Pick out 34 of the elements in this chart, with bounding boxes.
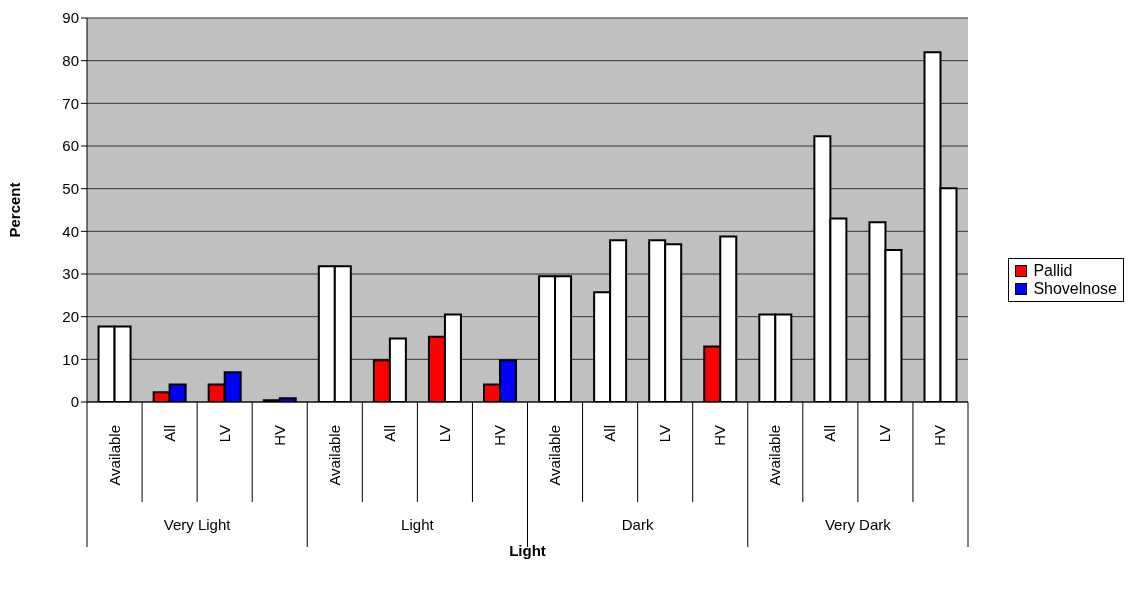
x-tick-label: HV (490, 425, 508, 446)
text: Dark (621, 516, 654, 533)
x-axis-title: Light (509, 542, 546, 559)
y-tick-label: 80 (62, 51, 79, 69)
y-tick-label: 30 (62, 265, 79, 283)
x-tick-label: All (821, 425, 839, 442)
y-tick-label: 10 (62, 350, 79, 368)
x-tick-label: HV (270, 425, 288, 446)
x-tick-label: HV (711, 425, 729, 446)
text: Light (401, 516, 435, 533)
y-tick-label: 40 (62, 222, 79, 240)
text: Very Dark (824, 516, 892, 533)
legend-label: Pallid (1033, 262, 1073, 280)
y-tick-label: 90 (62, 9, 79, 27)
x-tick-label: Available (766, 425, 784, 486)
x-tick-label: LV (215, 425, 233, 443)
y-axis-title: Percent (6, 182, 24, 238)
y-tick-label: 0 (70, 393, 79, 411)
text: Very Light (163, 516, 232, 533)
x-tick-label: Available (105, 425, 123, 486)
x-tick-label: LV (876, 425, 894, 443)
x-tick-label: LV (656, 425, 674, 443)
x-tick-label: All (380, 425, 398, 442)
x-tick-label: HV (931, 425, 949, 446)
y-tick-label: 60 (62, 137, 79, 155)
x-tick-label: All (160, 425, 178, 442)
x-tick-label: LV (435, 425, 453, 443)
y-tick-label: 20 (62, 307, 79, 325)
legend-label: Shovelnose (1033, 280, 1117, 298)
x-tick-label: Available (325, 425, 343, 486)
y-tick-label: 70 (62, 94, 79, 112)
y-tick-label: 50 (62, 179, 79, 197)
x-tick-label: Available (546, 425, 564, 486)
x-tick-label: All (601, 425, 619, 442)
